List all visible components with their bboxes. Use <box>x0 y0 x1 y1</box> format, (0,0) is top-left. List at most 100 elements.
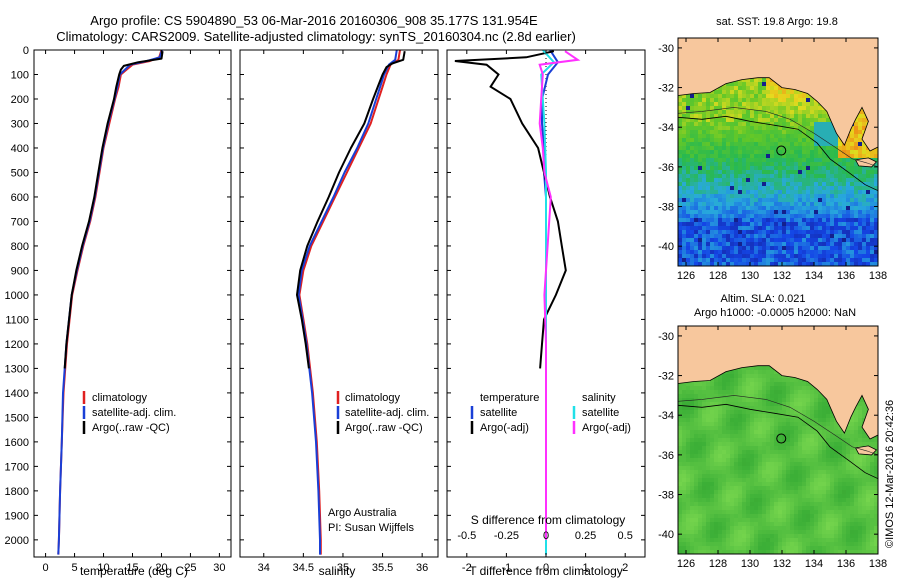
map-cell <box>690 402 695 407</box>
map-cell <box>686 214 691 219</box>
map-cell <box>714 166 719 171</box>
map-cell <box>714 182 719 187</box>
map-cell <box>690 430 695 435</box>
map-cell <box>694 406 699 411</box>
map-cell <box>782 462 787 467</box>
map-cell <box>694 522 699 527</box>
map-cell <box>742 418 747 423</box>
map-cell <box>818 482 823 487</box>
map-cell <box>686 166 691 171</box>
map-cell <box>786 466 791 471</box>
map-cell <box>818 526 823 531</box>
map-cell <box>678 426 683 431</box>
map-cell <box>766 390 771 395</box>
map-cell <box>766 434 771 439</box>
map-cell <box>790 186 795 191</box>
map-cell <box>798 210 803 215</box>
map-cell <box>738 258 743 263</box>
map-cell <box>758 390 763 395</box>
map-cell <box>858 250 863 255</box>
map-cell <box>862 170 867 175</box>
map-cell <box>750 154 755 159</box>
map-cell <box>798 258 803 263</box>
map-cell <box>778 138 783 143</box>
map-cell <box>854 194 859 199</box>
map-cell <box>754 250 759 255</box>
map-cell <box>726 246 731 251</box>
map-cell <box>686 538 691 543</box>
map-cell <box>790 398 795 403</box>
map-cell <box>782 242 787 247</box>
map-cell <box>706 226 711 231</box>
map-cell <box>762 458 767 463</box>
map-cell <box>726 102 731 107</box>
map-cell <box>806 246 811 251</box>
map-cell <box>766 118 771 123</box>
map-cell <box>782 182 787 187</box>
map-cell <box>734 210 739 215</box>
map-cell <box>726 486 731 491</box>
map-cell <box>682 454 687 459</box>
map-cell <box>846 202 851 207</box>
map-cell <box>754 238 759 243</box>
map-cell <box>798 158 803 163</box>
map-cell <box>742 206 747 211</box>
map-cell <box>678 398 683 403</box>
map-cell <box>826 262 831 266</box>
map-cell <box>758 134 763 139</box>
map-cell <box>758 498 763 503</box>
map-cell <box>750 158 755 163</box>
map-cell <box>694 226 699 231</box>
map-cell <box>746 206 751 211</box>
map-cell <box>730 106 735 111</box>
map-cell <box>786 430 791 435</box>
map-cell <box>710 174 715 179</box>
map-cell <box>830 186 835 191</box>
map-cell <box>814 454 819 459</box>
map-cell <box>778 150 783 155</box>
map-cell <box>794 150 799 155</box>
map-cell <box>738 146 743 151</box>
map-cell <box>722 418 727 423</box>
map-cell <box>798 490 803 495</box>
map-cell <box>722 262 727 266</box>
map-cell <box>710 482 715 487</box>
map-cell <box>838 138 843 143</box>
map-cell <box>778 426 783 431</box>
map-cell <box>830 218 835 223</box>
map-cell <box>710 142 715 147</box>
map-cell <box>794 238 799 243</box>
map-cell <box>682 110 687 115</box>
map-cell <box>762 414 767 419</box>
map-cell <box>766 126 771 131</box>
map-cell <box>802 422 807 427</box>
map-cell <box>746 394 751 399</box>
map-cell <box>714 542 719 547</box>
map-cell <box>818 262 823 266</box>
map-cell <box>714 514 719 519</box>
map-cell <box>714 194 719 199</box>
x-tick-label: 136 <box>837 270 855 282</box>
map-cell <box>790 546 795 551</box>
map-cell <box>682 178 687 183</box>
map-cell <box>762 418 767 423</box>
map-cell <box>814 442 819 447</box>
map-cell <box>710 110 715 115</box>
map-cell <box>730 230 735 235</box>
map-cell <box>722 498 727 503</box>
map-cell <box>850 174 855 179</box>
map-cell <box>798 470 803 475</box>
map-cell <box>870 222 875 227</box>
map-cell <box>762 530 767 535</box>
map-cell <box>834 230 839 235</box>
map-cell <box>694 246 699 251</box>
map-cell <box>718 190 723 195</box>
map-cell <box>678 194 683 199</box>
map-cell <box>794 194 799 199</box>
map-cell <box>754 246 759 251</box>
map-cell <box>722 206 727 211</box>
map-cell <box>762 510 767 515</box>
map-cell <box>726 462 731 467</box>
map-cell <box>742 518 747 523</box>
map-cell <box>738 470 743 475</box>
